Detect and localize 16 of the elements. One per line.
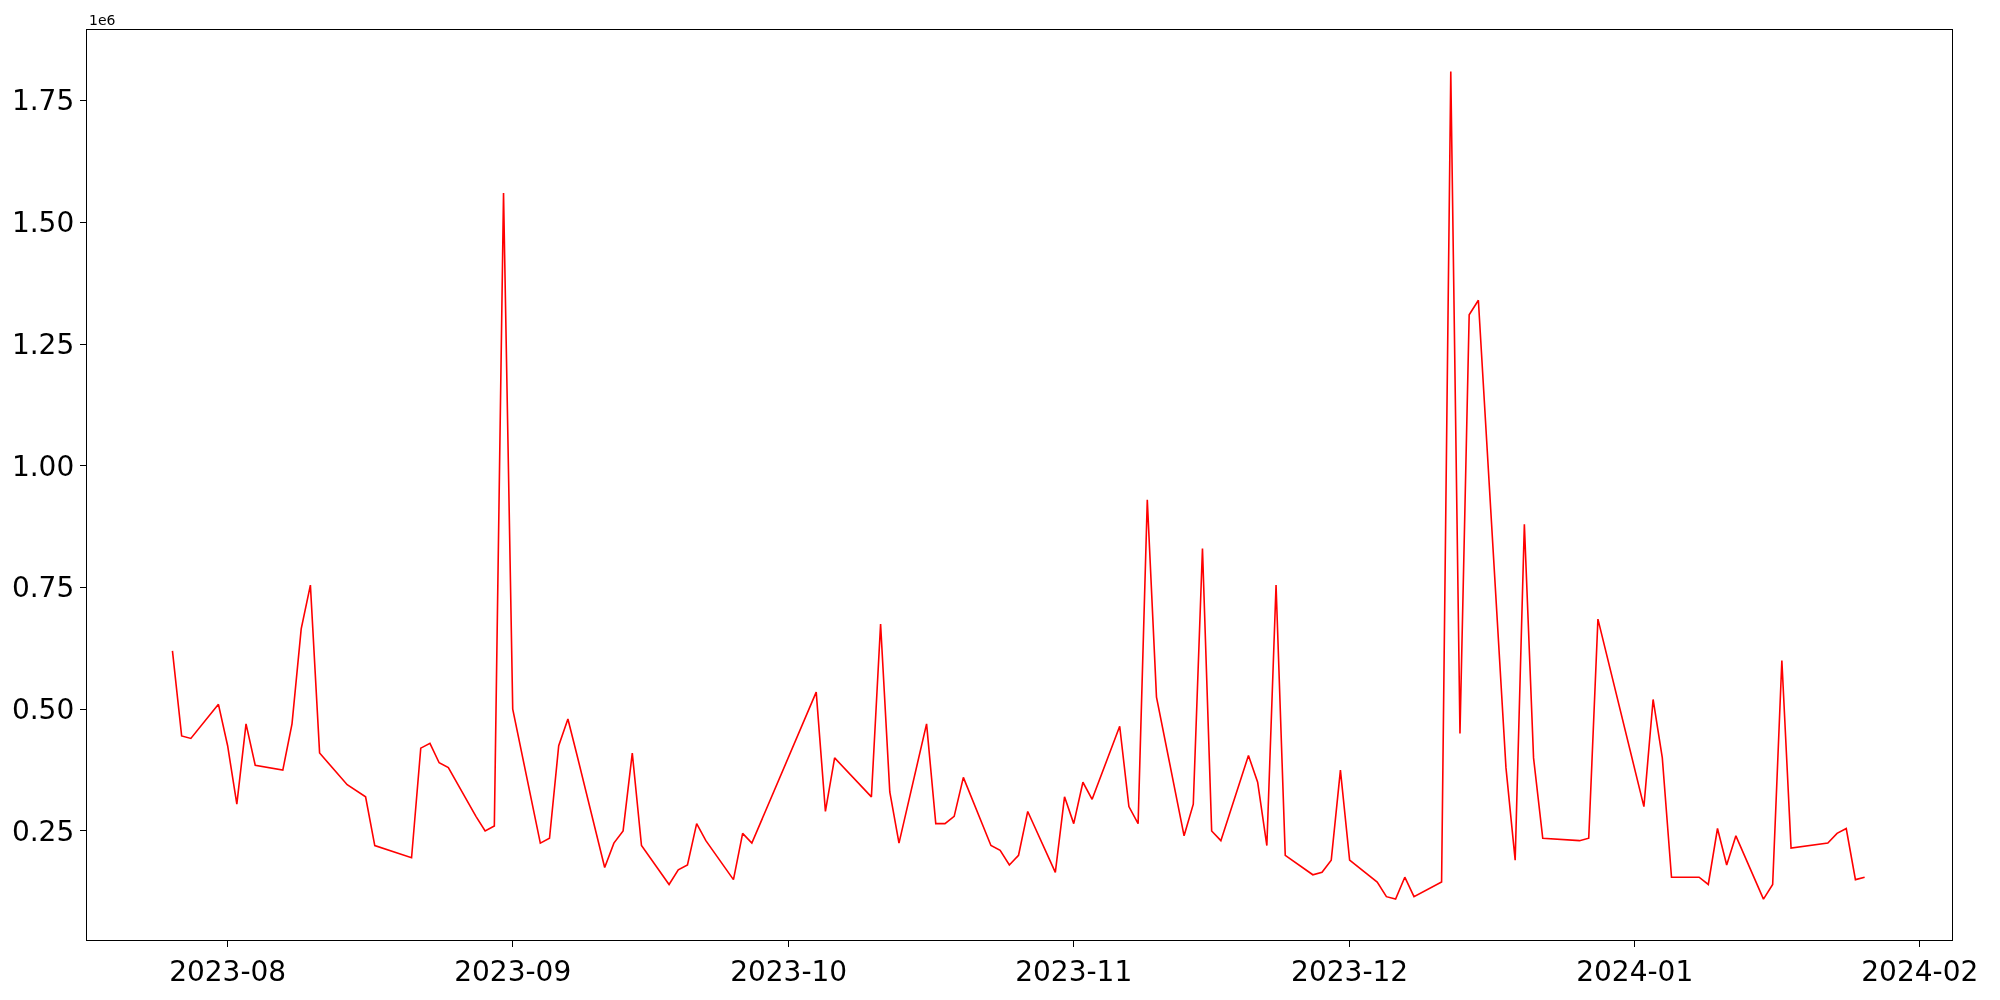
y-tick-label: 1.00: [11, 449, 75, 483]
y-tick-label: 0.50: [11, 693, 75, 727]
line-series: [171, 70, 1866, 900]
x-tick-label: 2023-12: [1291, 954, 1409, 988]
y-tick-label: 1.50: [11, 206, 75, 240]
x-tick-label: 2023-09: [454, 954, 572, 988]
y-tick-label: 0.25: [11, 814, 75, 848]
x-tick-label: 2024-02: [1861, 954, 1979, 988]
x-tick-label: 2023-08: [169, 954, 287, 988]
text: 1e6: [89, 12, 116, 28]
x-tick-label: 2023-10: [730, 954, 848, 988]
y-tick-label: 0.75: [11, 571, 75, 605]
x-tick-label: 2024-01: [1576, 954, 1694, 988]
x-tick-label: 2023-11: [1015, 954, 1133, 988]
y-tick-label: 1.25: [11, 327, 75, 361]
y-tick-label: 1.75: [11, 84, 75, 118]
